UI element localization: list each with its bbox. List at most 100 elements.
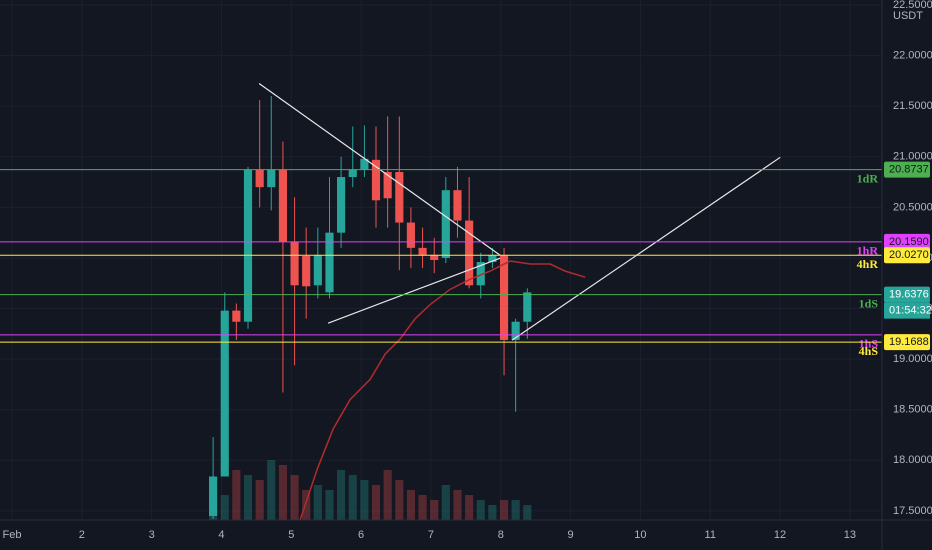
price-label-box xyxy=(884,334,930,351)
volume-bar xyxy=(418,495,427,520)
currency-label: USDT xyxy=(893,10,923,22)
y-tick-label: 18.0000 xyxy=(893,454,932,466)
moving-average xyxy=(299,260,586,521)
candle-body xyxy=(406,222,415,248)
candle-body xyxy=(499,254,509,340)
level-name: 4hS xyxy=(859,344,879,358)
price-label: 20.8737 xyxy=(889,163,929,175)
volume-bar xyxy=(278,465,287,520)
volume-bar xyxy=(511,500,520,520)
x-tick-label: 9 xyxy=(568,529,574,541)
candle-body xyxy=(488,254,497,263)
volume-bar xyxy=(406,490,415,520)
y-tick-label: 21.5000 xyxy=(893,100,932,112)
level-name: 1dS xyxy=(859,296,879,310)
candle-body xyxy=(302,255,311,287)
price-label: 20.0270 xyxy=(889,249,929,261)
candle-body xyxy=(243,169,253,322)
price-label-box xyxy=(884,247,930,264)
y-tick-label: 22.5000 xyxy=(893,0,932,11)
countdown-box xyxy=(884,302,930,319)
price-label: 19.1688 xyxy=(889,336,929,348)
x-tick-label: 13 xyxy=(844,529,856,541)
volume-bar xyxy=(255,480,264,520)
y-tick-label: 17.5000 xyxy=(893,505,932,517)
y-tick-label: 18.5000 xyxy=(893,404,932,416)
candle-body xyxy=(209,476,218,516)
y-tick-label: 22.0000 xyxy=(893,50,932,62)
y-tick-label: 20.5000 xyxy=(893,201,932,213)
volume-bar xyxy=(267,460,276,520)
volume-bar xyxy=(371,485,381,520)
volume-bar xyxy=(523,505,532,520)
volume-bar xyxy=(243,475,253,520)
volume-bar xyxy=(337,470,346,520)
candle-body xyxy=(220,310,229,477)
x-tick-label: Feb xyxy=(3,529,22,541)
x-tick-label: 10 xyxy=(634,529,646,541)
volume-bar xyxy=(488,505,497,520)
volume-bar xyxy=(476,500,485,520)
candle-body xyxy=(383,171,392,199)
candle-body xyxy=(325,232,334,293)
volume-bar xyxy=(325,490,334,520)
countdown: 01:54:32 xyxy=(889,305,932,317)
candle-body xyxy=(523,292,532,322)
volume-bar xyxy=(302,490,311,520)
x-tick-label: 5 xyxy=(288,529,294,541)
volume-bar xyxy=(395,480,404,520)
level-name: 1dR xyxy=(857,171,879,185)
volume-bar xyxy=(499,500,509,520)
candle-body xyxy=(441,190,450,258)
x-tick-label: 4 xyxy=(218,529,224,541)
candle-body xyxy=(360,158,369,170)
price-label: 20.1590 xyxy=(889,236,929,248)
x-tick-label: 6 xyxy=(358,529,364,541)
candle-body xyxy=(511,321,520,340)
x-tick-label: 11 xyxy=(705,529,716,541)
level-name: 4hR xyxy=(857,257,879,271)
candle-body xyxy=(313,254,322,286)
candle-body xyxy=(418,247,427,255)
volume-bar xyxy=(453,490,462,520)
grid xyxy=(0,0,882,520)
price-label: 19.6376 xyxy=(889,289,929,301)
candle-body xyxy=(465,220,474,286)
trendline xyxy=(511,156,781,341)
x-tick-label: 3 xyxy=(149,529,155,541)
x-tick-label: 7 xyxy=(428,529,434,541)
volume-bar xyxy=(360,480,369,520)
x-tick-label: 8 xyxy=(498,529,504,541)
level-name: 1hS xyxy=(859,337,879,351)
volume-bar xyxy=(348,475,357,520)
x-tick-label: 2 xyxy=(79,529,85,541)
volume-bar xyxy=(290,475,299,520)
candle-body xyxy=(267,169,276,188)
price-label-box xyxy=(884,161,930,178)
volume-bar xyxy=(430,500,439,520)
candle-body xyxy=(430,254,439,260)
volume-bar xyxy=(441,485,450,520)
candle-body xyxy=(395,171,404,223)
candle-body xyxy=(476,262,485,286)
volume-bar xyxy=(232,470,241,520)
candle-body xyxy=(255,169,264,188)
candle-body xyxy=(278,169,287,242)
price-label-box xyxy=(884,286,930,303)
volume-bar xyxy=(383,470,392,520)
level-name: 1hR xyxy=(857,244,879,258)
volume-bar xyxy=(220,495,229,520)
x-tick-label: 12 xyxy=(774,529,786,541)
candle-body xyxy=(290,241,299,286)
candle-body xyxy=(232,310,241,322)
volume-bar xyxy=(465,495,474,520)
trendline xyxy=(327,257,501,324)
axis: 17.500018.000018.500019.000019.500020.00… xyxy=(3,0,932,541)
y-tick-label: 21.0000 xyxy=(893,151,932,163)
candle-body xyxy=(337,177,346,233)
candle-body xyxy=(348,169,357,178)
price-label-box xyxy=(884,233,930,250)
